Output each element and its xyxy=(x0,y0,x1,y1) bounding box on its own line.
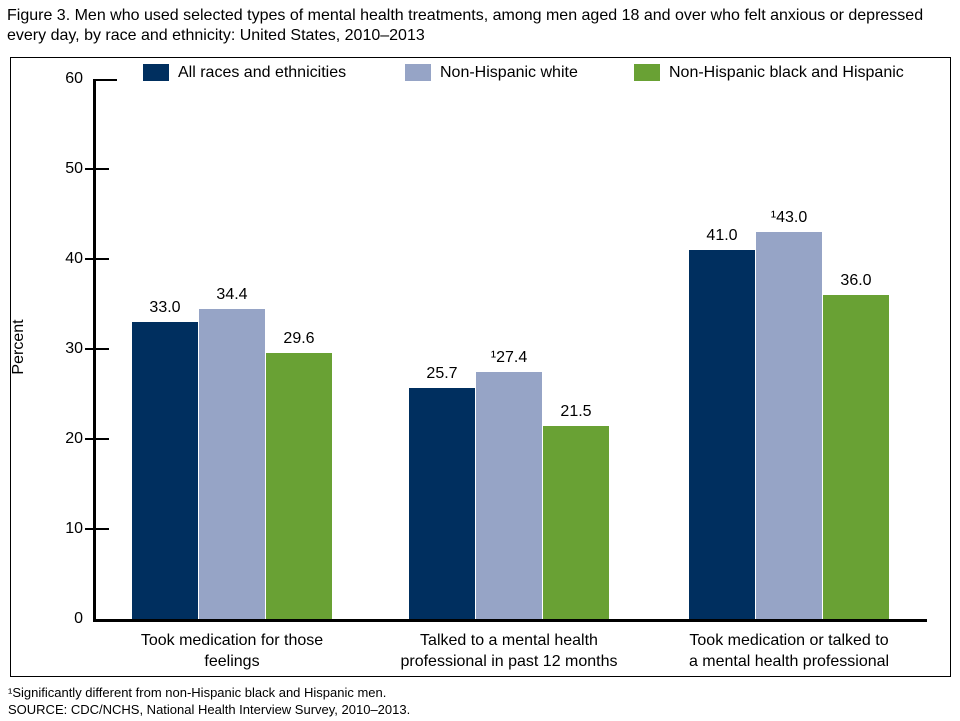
bar xyxy=(823,295,889,619)
y-tick-label: 60 xyxy=(65,70,83,87)
y-tick-label: 30 xyxy=(65,340,83,357)
y-tick-label: 40 xyxy=(65,250,83,267)
bar xyxy=(266,352,332,619)
legend-swatch-icon xyxy=(143,64,169,81)
x-category-label: Took medication for those feelings xyxy=(140,632,324,670)
x-axis-line xyxy=(93,619,927,622)
bar xyxy=(476,372,542,619)
y-axis-tick xyxy=(85,168,109,170)
bar-value-label: 29.6 xyxy=(283,329,315,347)
y-axis-tick xyxy=(85,438,109,440)
bar-value-label: ¹43.0 xyxy=(770,209,808,226)
bar-value-label: 25.7 xyxy=(426,364,458,382)
legend-item: All races and ethnicities xyxy=(143,63,346,82)
x-category-label: Took medication or talked to a mental he… xyxy=(688,632,890,670)
footnote-significance: ¹Significantly different from non-Hispan… xyxy=(8,685,387,700)
legend-label: All races and ethnicities xyxy=(178,63,347,81)
bar xyxy=(199,309,265,619)
legend-swatch-icon xyxy=(405,64,431,81)
legend-item: Non-Hispanic black and Hispanic xyxy=(634,63,904,82)
bar xyxy=(132,322,198,619)
y-axis-tick xyxy=(85,348,109,350)
chart-plot-area: All races and ethnicities Non-Hispanic wh… xyxy=(10,57,951,677)
legend-item: Non-Hispanic white xyxy=(405,63,578,82)
y-tick-label: 20 xyxy=(65,430,83,447)
y-axis-title: Percent xyxy=(10,319,27,375)
bar-value-label: 21.5 xyxy=(560,402,592,420)
footnote-source: SOURCE: CDC/NCHS, National Health Interv… xyxy=(8,702,411,717)
bar xyxy=(543,425,609,619)
x-category-label: Talked to a mental health professional i… xyxy=(400,632,618,670)
bar-value-label: 34.4 xyxy=(216,286,248,304)
bar-value-label: 36.0 xyxy=(840,272,872,289)
bar xyxy=(689,250,755,619)
legend-label: Non-Hispanic black and Hispanic xyxy=(669,63,904,81)
bar-value-label: 33.0 xyxy=(149,299,181,316)
legend-swatch-icon xyxy=(634,64,660,81)
y-axis-tick xyxy=(85,528,109,530)
y-tick-label: 0 xyxy=(74,610,83,627)
y-tick-label: 10 xyxy=(65,520,83,537)
legend-label: Non-Hispanic white xyxy=(440,63,578,81)
bar xyxy=(409,387,475,619)
bar-value-label: 41.0 xyxy=(706,227,738,244)
y-axis-tick xyxy=(85,258,109,260)
bar xyxy=(756,232,822,619)
figure-title: Figure 3. Men who used selected types of… xyxy=(7,7,924,44)
y-axis-tick xyxy=(93,79,117,81)
y-axis-line xyxy=(93,79,96,622)
bar-value-label: ¹27.4 xyxy=(490,349,528,367)
y-tick-label: 50 xyxy=(65,160,83,177)
